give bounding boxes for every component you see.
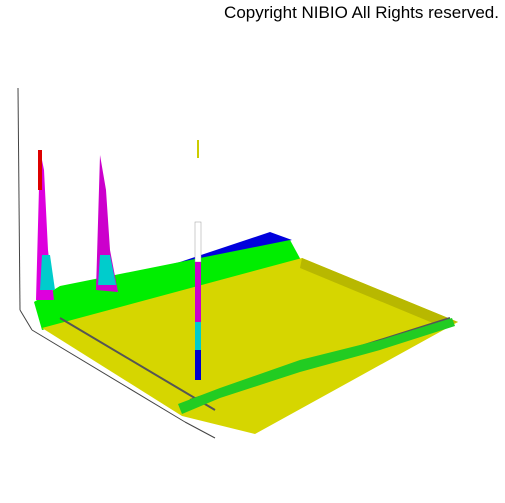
z-axis — [17, 87, 21, 311]
peak-mid — [40, 255, 55, 290]
yellow-floor — [42, 258, 458, 434]
floor-line — [59, 317, 216, 411]
peak-base — [195, 350, 201, 380]
green-noise — [178, 318, 455, 414]
peak-top — [194, 221, 202, 263]
y-axis — [184, 421, 216, 439]
peak-mid — [98, 255, 116, 285]
blue-ridge — [55, 232, 292, 294]
green-band — [34, 240, 302, 330]
floor-shade — [300, 258, 458, 326]
peak — [195, 262, 201, 322]
peak-top — [38, 150, 42, 190]
copyright: Copyright NIBIO All Rights reserved. — [224, 3, 499, 22]
x-axis — [31, 329, 186, 423]
peak-mid — [195, 322, 201, 350]
axis-link — [19, 309, 33, 331]
